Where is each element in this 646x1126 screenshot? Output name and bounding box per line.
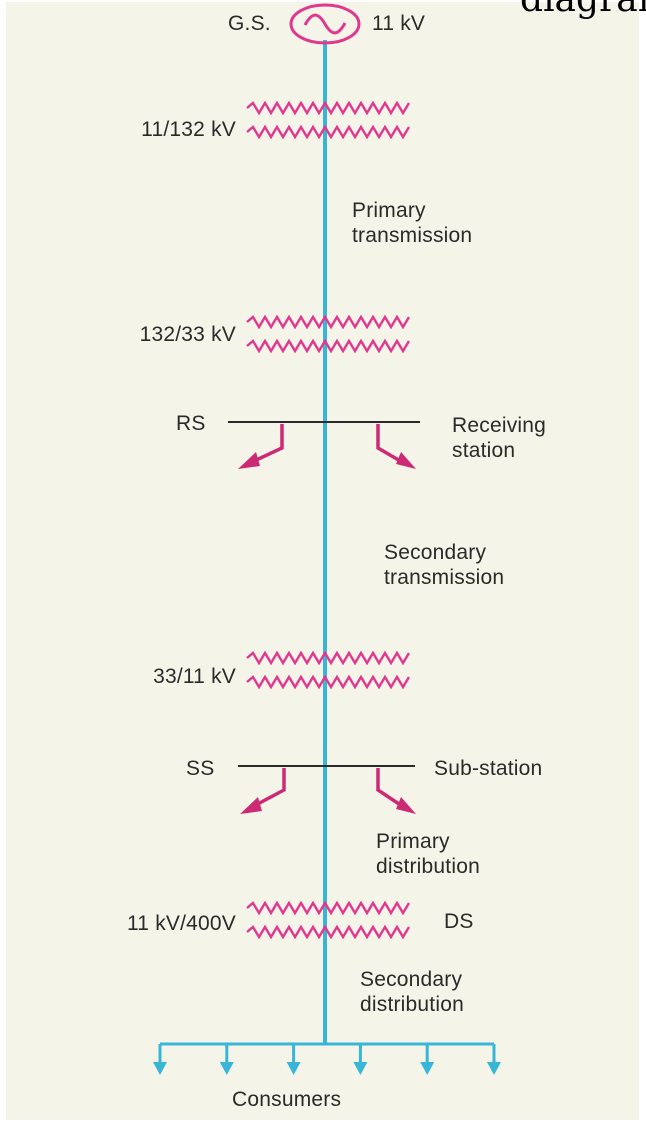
receiving-station-name: Receiving station bbox=[452, 414, 547, 462]
transformer-coil-icon bbox=[246, 650, 411, 690]
transformer-coil-icon bbox=[246, 100, 411, 140]
transformer-coil-icon bbox=[246, 900, 411, 940]
outgoing-arrow-icon bbox=[238, 452, 260, 469]
sub-station-bus bbox=[238, 765, 416, 814]
sub-station-name: Sub-station bbox=[434, 757, 543, 780]
consumers-label: Consumers bbox=[232, 1088, 342, 1111]
sub-station-code: SS bbox=[186, 757, 215, 780]
section-label-secondary-transmission: Secondary transmission bbox=[384, 541, 505, 589]
transformer-coil-icon bbox=[246, 314, 411, 354]
generator-icon bbox=[289, 3, 361, 45]
consumer-feeders bbox=[153, 1040, 501, 1075]
outgoing-arrow-icon bbox=[396, 452, 416, 469]
consumer-arrow-icon bbox=[487, 1044, 501, 1075]
diagram-background bbox=[6, 2, 639, 1120]
receiving-station-bus bbox=[228, 421, 420, 469]
generator-label: G.S. bbox=[228, 12, 271, 35]
section-label-primary-transmission: Primary transmission bbox=[352, 199, 473, 247]
transformer-ratio-label: 11 kV/400V bbox=[126, 912, 236, 935]
consumer-arrow-icon bbox=[286, 1044, 301, 1075]
transformer-ratio-label: 132/33 kV bbox=[139, 323, 236, 346]
consumer-arrow-icon bbox=[219, 1044, 234, 1075]
section-label-primary-distribution: Primary distribution bbox=[376, 830, 480, 878]
transformer-ratio-label: 11/132 kV bbox=[141, 118, 236, 141]
consumer-arrow-icon bbox=[153, 1044, 167, 1075]
generator-voltage: 11 kV bbox=[372, 12, 426, 35]
distribution-substation-tag: DS bbox=[444, 910, 474, 933]
outgoing-arrow-icon bbox=[240, 797, 262, 814]
consumer-arrow-icon bbox=[420, 1044, 435, 1075]
transformer-ratio-label: 33/11 kV bbox=[153, 665, 236, 688]
consumer-arrow-icon bbox=[353, 1044, 368, 1075]
outgoing-arrow-icon bbox=[396, 797, 416, 814]
clipped-caption: diagram bbox=[520, 0, 646, 20]
section-label-secondary-distribution: Secondary distribution bbox=[360, 968, 464, 1016]
receiving-station-code: RS bbox=[176, 412, 206, 435]
